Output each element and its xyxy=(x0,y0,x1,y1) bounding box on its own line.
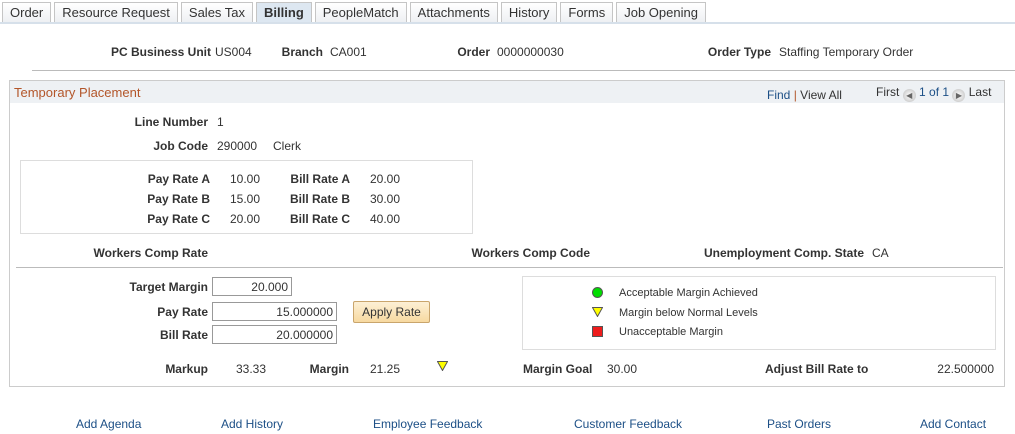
markup-label: Markup xyxy=(165,362,208,376)
tab-order[interactable]: Order xyxy=(2,2,52,22)
next-icon[interactable]: ▶ xyxy=(952,89,966,102)
view-all-link[interactable]: View All xyxy=(800,88,842,102)
markup-value: 33.33 xyxy=(236,362,267,376)
branch-value: CA001 xyxy=(330,45,367,59)
customer-feedback-link[interactable]: Customer Feedback xyxy=(574,417,683,431)
past-orders-link[interactable]: Past Orders xyxy=(767,417,832,431)
adjust-bill-rate-value: 22.500000 xyxy=(937,362,994,376)
pay-rate-c-label: Pay Rate C xyxy=(147,212,210,226)
tab-resource-request[interactable]: Resource Request xyxy=(54,2,178,22)
apply-rate-button[interactable]: Apply Rate xyxy=(353,301,430,323)
legend-below-normal: Margin below Normal Levels xyxy=(619,307,758,319)
temporary-placement-panel: Temporary Placement Find | View All Firs… xyxy=(9,80,1005,387)
adjust-bill-rate-label: Adjust Bill Rate to xyxy=(765,362,869,376)
workers-comp-code-label: Workers Comp Code xyxy=(471,246,590,260)
unemployment-state-label: Unemployment Comp. State xyxy=(703,246,864,260)
first-label: First xyxy=(876,85,900,99)
tab-history[interactable]: History xyxy=(500,2,558,22)
bill-rate-c: 40.00 xyxy=(370,212,401,226)
job-description: Clerk xyxy=(273,139,302,153)
order-type-value: Staffing Temporary Order xyxy=(779,45,914,59)
branch-label: Branch xyxy=(281,45,323,59)
legend-acceptable: Acceptable Margin Achieved xyxy=(619,287,758,299)
previous-icon[interactable]: ◀ xyxy=(902,89,916,102)
tab-sales-tax[interactable]: Sales Tax xyxy=(180,2,254,22)
tab-billing[interactable]: Billing xyxy=(256,2,312,22)
bill-rate-c-label: Bill Rate C xyxy=(289,212,350,226)
line-number-value: 1 xyxy=(217,115,224,129)
tab-attachments[interactable]: Attachments xyxy=(409,2,498,22)
tab-bar: Order Resource Request Sales Tax Billing… xyxy=(2,2,706,22)
bu-label: PC Business Unit xyxy=(110,45,211,59)
add-history-link[interactable]: Add History xyxy=(221,417,284,431)
divider xyxy=(32,70,1015,71)
pay-rate-input[interactable] xyxy=(212,302,337,321)
unemployment-state-value: CA xyxy=(872,246,889,260)
job-code-label: Job Code xyxy=(153,139,208,153)
bill-rate-a-label: Bill Rate A xyxy=(290,172,350,186)
margin-value: 21.25 xyxy=(370,362,401,376)
employee-feedback-link[interactable]: Employee Feedback xyxy=(373,417,483,431)
yellow-triangle-icon xyxy=(592,307,603,317)
pay-rate-a: 10.00 xyxy=(230,172,261,186)
tab-peoplematch[interactable]: PeopleMatch xyxy=(314,2,407,22)
order-label: Order xyxy=(457,45,490,59)
pay-rate-label: Pay Rate xyxy=(157,305,208,319)
margin-label: Margin xyxy=(309,362,349,376)
pay-rate-a-label: Pay Rate A xyxy=(147,172,210,186)
bill-rate-input[interactable] xyxy=(212,325,337,344)
panel-header: Temporary Placement Find | View All Firs… xyxy=(10,81,1004,103)
order-value: 0000000030 xyxy=(497,45,564,59)
green-circle-icon xyxy=(592,287,603,298)
panel-title: Temporary Placement xyxy=(14,85,141,100)
target-margin-input[interactable] xyxy=(212,277,292,296)
tab-underline xyxy=(0,22,1015,24)
last-label: Last xyxy=(968,85,992,99)
bill-rate-a: 20.00 xyxy=(370,172,401,186)
add-agenda-link[interactable]: Add Agenda xyxy=(76,417,142,431)
pay-rate-b-label: Pay Rate B xyxy=(147,192,210,206)
bu-value: US004 xyxy=(215,45,252,59)
pay-rate-b: 15.00 xyxy=(230,192,261,206)
workers-comp-rate-label: Workers Comp Rate xyxy=(93,246,208,260)
margin-legend xyxy=(522,276,996,350)
margin-status-yellow-triangle-icon xyxy=(437,361,448,371)
tab-forms[interactable]: Forms xyxy=(560,2,614,22)
find-link[interactable]: Find xyxy=(767,88,791,102)
page-count: 1 of 1 xyxy=(919,85,950,99)
bill-rate-b-label: Bill Rate B xyxy=(289,192,350,206)
line-number-label: Line Number xyxy=(134,115,208,129)
bill-rate-label: Bill Rate xyxy=(159,328,208,342)
tab-job-opening[interactable]: Job Opening xyxy=(616,2,706,22)
pay-rate-c: 20.00 xyxy=(230,212,261,226)
red-square-icon xyxy=(592,326,603,337)
target-margin-label: Target Margin xyxy=(129,280,208,294)
legend-unacceptable: Unacceptable Margin xyxy=(619,326,723,338)
job-code-value: 290000 xyxy=(217,139,258,153)
divider xyxy=(16,267,1003,268)
bill-rate-b: 30.00 xyxy=(370,192,401,206)
margin-goal-label: Margin Goal xyxy=(523,362,593,376)
add-contact-link[interactable]: Add Contact xyxy=(920,417,987,431)
margin-goal-value: 30.00 xyxy=(607,362,638,376)
rates-box xyxy=(20,160,473,234)
order-type-label: Order Type xyxy=(707,45,771,59)
separator: | xyxy=(793,88,797,102)
